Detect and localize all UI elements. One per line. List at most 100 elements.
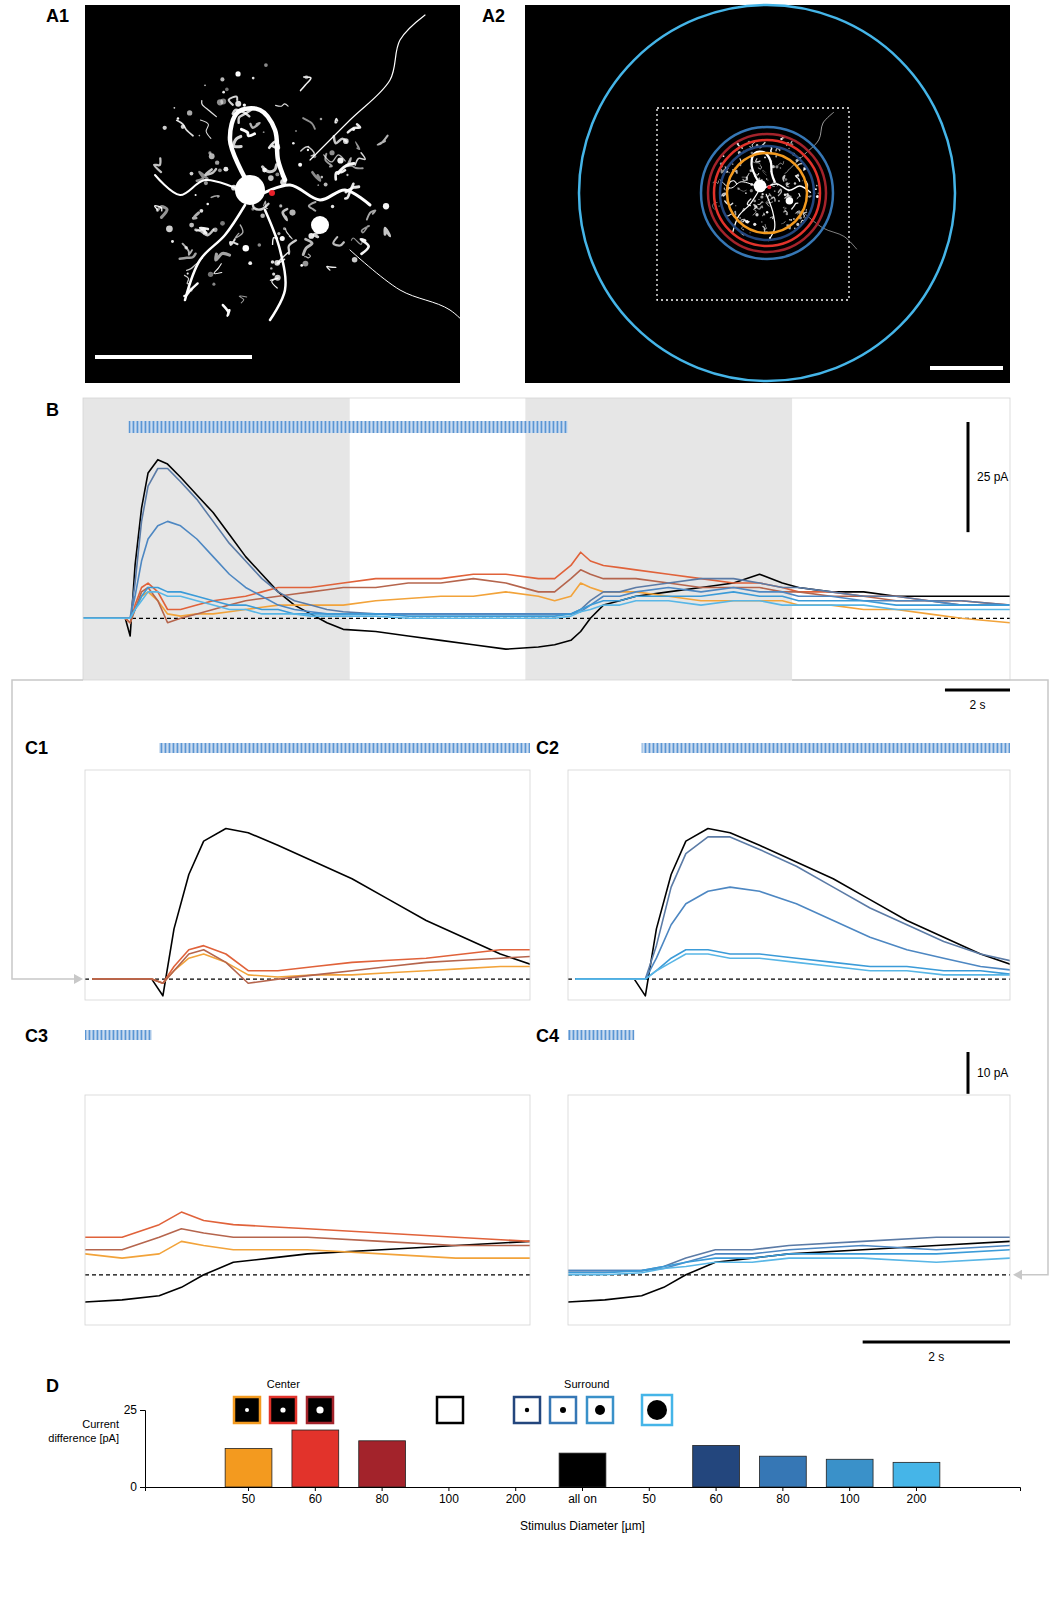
- plot-frame: [568, 1095, 1010, 1325]
- dendrite-fragment: [327, 266, 336, 270]
- trace: [85, 1229, 530, 1250]
- scale-bar: [930, 366, 1003, 370]
- varicosity: [746, 221, 749, 224]
- varicosity: [796, 223, 799, 226]
- recording-site: [767, 185, 771, 189]
- dendrite-fragment: [743, 208, 745, 211]
- bar: [292, 1430, 339, 1487]
- axis-line: [140, 1411, 146, 1488]
- scale-bar: [945, 689, 1010, 692]
- connector-arrow: [1013, 1270, 1022, 1280]
- trace: [575, 887, 1010, 979]
- varicosity: [761, 221, 762, 222]
- tick: 25: [124, 1403, 145, 1417]
- plot-area: [83, 398, 1010, 680]
- panel-letter: A1: [46, 6, 69, 26]
- stimulus-icons: [234, 1395, 672, 1425]
- stimulus-bar: [159, 743, 530, 753]
- varicosity: [789, 219, 791, 221]
- varicosity: [320, 176, 323, 179]
- bar: [893, 1462, 940, 1487]
- stimulus-ring: [708, 134, 826, 252]
- cell-drawing: [154, 15, 480, 340]
- varicosity: [753, 223, 756, 226]
- tick-mark: [716, 1487, 717, 1491]
- bar: [559, 1453, 606, 1487]
- varicosity: [722, 194, 724, 196]
- tick-label: 100: [840, 1492, 860, 1506]
- varicosity: [215, 160, 219, 164]
- trace: [85, 1241, 530, 1302]
- dendrite-fragment: [303, 239, 312, 254]
- panel-letter: C2: [536, 738, 559, 758]
- shaded-window: [83, 398, 350, 680]
- tick: 100: [840, 1487, 860, 1506]
- varicosity: [732, 163, 734, 165]
- panel-letter: C3: [25, 1026, 48, 1046]
- tick: 60: [309, 1487, 323, 1506]
- varicosity: [786, 213, 789, 216]
- varicosity: [166, 225, 173, 232]
- dendrite-fragment: [786, 183, 789, 186]
- varicosity: [251, 208, 254, 211]
- dendrite-fragment: [155, 206, 162, 211]
- micrograph: [525, 5, 1010, 383]
- varicosity: [199, 135, 201, 137]
- dendrite-fragment: [269, 141, 279, 148]
- cell-drawing: [713, 113, 857, 250]
- varicosity: [270, 267, 272, 269]
- dendrite-fragment: [347, 158, 351, 165]
- dendrite-fragment: [747, 199, 751, 206]
- image-ground: [85, 5, 460, 383]
- dendrite-fragment: [235, 225, 243, 238]
- tick-label: 200: [506, 1492, 526, 1506]
- dendrite-fragment: [306, 254, 310, 258]
- dendrite-fragment: [385, 228, 390, 236]
- neurite: [185, 205, 245, 300]
- varicosity: [751, 152, 754, 155]
- dendrite-fragment: [743, 220, 749, 222]
- varicosity: [268, 175, 274, 181]
- varicosity: [790, 219, 792, 221]
- x-axis-title: Stimulus Diameter [µm]: [520, 1519, 645, 1533]
- varicosity: [753, 200, 756, 203]
- stimulus-icon: [587, 1397, 613, 1423]
- stimulus-spot: [647, 1400, 667, 1420]
- varicosity: [329, 150, 334, 155]
- stimulus-icon: [642, 1395, 672, 1425]
- dendrite-fragment: [795, 176, 799, 182]
- varicosity: [818, 193, 819, 194]
- tick-mark: [515, 1487, 516, 1491]
- varicosity: [816, 185, 818, 187]
- varicosity: [199, 209, 203, 213]
- trace: [83, 469, 1010, 619]
- trace: [575, 837, 1010, 979]
- dendrite-fragment: [355, 153, 365, 165]
- tick: 60: [709, 1487, 723, 1506]
- stimulus-bar: [85, 1030, 152, 1040]
- dendrite-fragment: [276, 104, 289, 106]
- dendrite-fragment: [205, 169, 216, 175]
- varicosity: [289, 210, 295, 216]
- varicosity: [283, 227, 286, 230]
- dendrite-fragment: [763, 213, 765, 216]
- varicosity: [778, 200, 780, 202]
- varicosity: [177, 117, 179, 119]
- varicosity: [220, 77, 224, 81]
- panel-letter: B: [46, 400, 59, 420]
- dendrite-fragment: [778, 162, 784, 166]
- stimulus-bar: [129, 421, 568, 433]
- varicosity: [725, 166, 726, 167]
- dendrite-fragment: [214, 264, 222, 274]
- stimulus-spot: [560, 1407, 566, 1413]
- varicosity: [225, 88, 229, 92]
- varicosity: [750, 183, 753, 186]
- dendrite-fragment: [378, 136, 388, 145]
- varicosity: [263, 131, 265, 133]
- varicosity: [764, 195, 766, 197]
- dendrite-fragment: [185, 275, 190, 283]
- varicosity: [262, 168, 267, 173]
- dendrite-fragment: [778, 189, 781, 195]
- varicosity: [304, 75, 308, 79]
- varicosity: [331, 205, 334, 208]
